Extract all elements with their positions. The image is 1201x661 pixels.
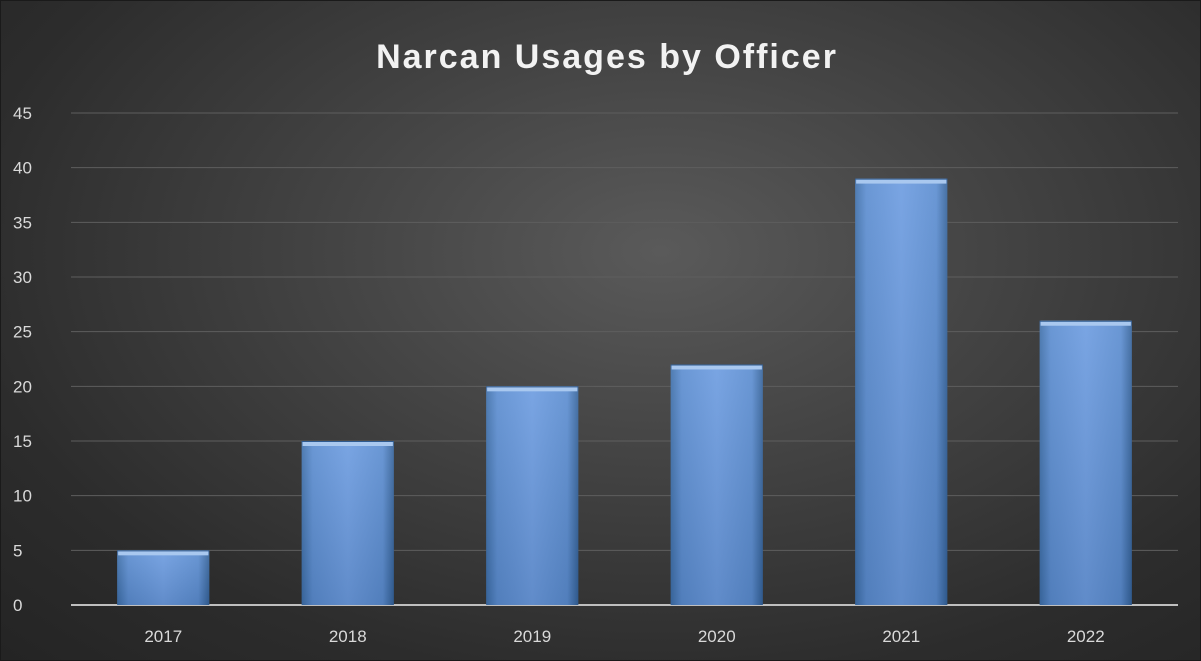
bar-2020 <box>670 364 763 605</box>
bar-2018 <box>301 441 394 605</box>
y-tick-label: 30 <box>13 268 32 287</box>
y-tick-label: 5 <box>13 541 22 560</box>
x-axis-ticks: 2017 2018 2019 2020 2021 2022 <box>144 627 1104 646</box>
x-tick-label: 2017 <box>144 627 182 646</box>
gridlines <box>71 112 1178 606</box>
y-tick-label: 20 <box>13 377 32 396</box>
x-tick-label: 2018 <box>329 627 367 646</box>
x-tick-label: 2020 <box>698 627 736 646</box>
x-tick-label: 2019 <box>513 627 551 646</box>
y-tick-label: 25 <box>13 323 32 342</box>
y-axis-ticks: 0 5 10 15 20 25 30 35 40 45 <box>13 104 32 615</box>
chart-title: Narcan Usages by Officer <box>376 38 838 76</box>
y-tick-label: 40 <box>13 159 32 178</box>
y-tick-label: 15 <box>13 432 32 451</box>
x-tick-label: 2022 <box>1067 627 1105 646</box>
y-tick-label: 45 <box>13 104 32 123</box>
bar-2019 <box>486 386 579 605</box>
y-tick-label: 10 <box>13 487 32 506</box>
bar-2017 <box>117 550 210 605</box>
y-tick-label: 0 <box>13 596 22 615</box>
y-tick-label: 35 <box>13 213 32 232</box>
bar-2021 <box>855 178 948 605</box>
bar-2022 <box>1039 320 1132 605</box>
bars <box>117 178 1132 605</box>
x-tick-label: 2021 <box>882 627 920 646</box>
